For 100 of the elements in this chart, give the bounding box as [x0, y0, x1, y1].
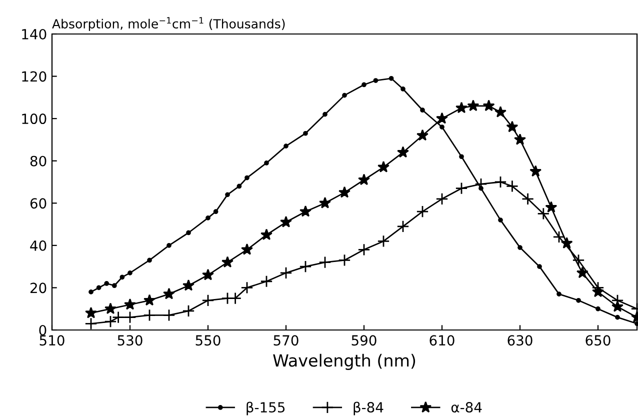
- point: [264, 160, 269, 166]
- x-tick-label: 630: [508, 335, 532, 346]
- point: [182, 304, 195, 318]
- point: [506, 180, 518, 192]
- point: [202, 268, 214, 280]
- point: [260, 228, 272, 240]
- y-tick-label: 100: [22, 114, 46, 124]
- y-tick-label: 60: [30, 198, 46, 209]
- point: [206, 216, 210, 220]
- point: [416, 129, 428, 141]
- point: [163, 288, 175, 300]
- x-axis-title: Wavelength (nm): [273, 354, 416, 370]
- point: [300, 205, 312, 217]
- y-tick-label: 140: [22, 28, 46, 40]
- point: [240, 281, 254, 294]
- x-tick-label: 590: [352, 335, 376, 346]
- point: [124, 311, 136, 324]
- y-axis-title: Absorption, mole$^{−1}$cm$^{−1}$ (Thousands): [52, 17, 285, 31]
- point: [455, 182, 468, 195]
- point: [560, 237, 573, 249]
- legend-label: β-155: [246, 402, 285, 416]
- point: [120, 274, 125, 280]
- point: [397, 146, 409, 158]
- point: [545, 201, 558, 213]
- point: [416, 205, 429, 218]
- x-tick-label: 650: [586, 335, 610, 346]
- point: [182, 279, 194, 291]
- point: [284, 144, 288, 148]
- point: [124, 298, 136, 310]
- point: [436, 192, 448, 206]
- point: [318, 256, 332, 269]
- x-tick-label: 550: [196, 335, 220, 346]
- point: [396, 220, 410, 233]
- point: [400, 86, 406, 92]
- point: [576, 266, 588, 278]
- point: [494, 176, 507, 188]
- point: [358, 174, 370, 186]
- point: [518, 245, 522, 250]
- x-tick-label: 570: [274, 335, 298, 346]
- point: [436, 112, 448, 124]
- point: [498, 218, 503, 222]
- point: [362, 82, 366, 88]
- point: [467, 100, 480, 112]
- point: [85, 306, 97, 318]
- point: [342, 92, 347, 98]
- point: [229, 292, 242, 305]
- x-tick-label: 530: [118, 335, 142, 346]
- point: [514, 133, 526, 145]
- point: [96, 285, 102, 290]
- point: [358, 243, 370, 256]
- legend-label: α-84: [451, 402, 482, 413]
- point: [236, 184, 242, 189]
- point: [556, 292, 562, 296]
- y-tick-label: 120: [22, 71, 46, 82]
- point: [506, 120, 518, 132]
- point: [104, 302, 116, 314]
- point: [537, 264, 542, 269]
- point: [241, 243, 253, 255]
- point: [420, 108, 425, 113]
- point: [144, 294, 156, 306]
- point: [280, 266, 292, 280]
- point: [222, 256, 234, 268]
- point: [494, 106, 506, 118]
- point: [552, 230, 566, 244]
- point: [202, 294, 214, 307]
- point: [322, 112, 328, 117]
- x-tick-label: 510: [40, 335, 64, 346]
- point: [373, 78, 378, 83]
- point: [299, 260, 312, 273]
- point: [84, 317, 98, 330]
- point: [388, 76, 394, 81]
- point: [244, 175, 250, 180]
- legend-label: β-84: [354, 402, 384, 416]
- point: [186, 230, 191, 236]
- point: [378, 160, 390, 172]
- point: [338, 186, 350, 198]
- point: [162, 308, 176, 322]
- point: [319, 196, 331, 208]
- point: [572, 254, 585, 266]
- point: [128, 270, 132, 276]
- point: [459, 154, 464, 160]
- point: [615, 314, 620, 320]
- y-tick-label: 40: [30, 240, 46, 251]
- point: [303, 130, 308, 136]
- y-tick-label: 0: [39, 324, 46, 336]
- y-tick-label: 80: [30, 156, 46, 166]
- point: [225, 192, 230, 198]
- point: [104, 281, 110, 286]
- point: [440, 124, 444, 130]
- point: [213, 209, 218, 214]
- point: [377, 234, 390, 248]
- point: [112, 283, 117, 288]
- point: [456, 102, 468, 114]
- point: [596, 306, 600, 312]
- point: [530, 165, 542, 177]
- point: [338, 254, 351, 266]
- point: [537, 207, 550, 220]
- point: [482, 100, 495, 112]
- y-tick-label: 20: [30, 282, 46, 294]
- point: [576, 298, 581, 303]
